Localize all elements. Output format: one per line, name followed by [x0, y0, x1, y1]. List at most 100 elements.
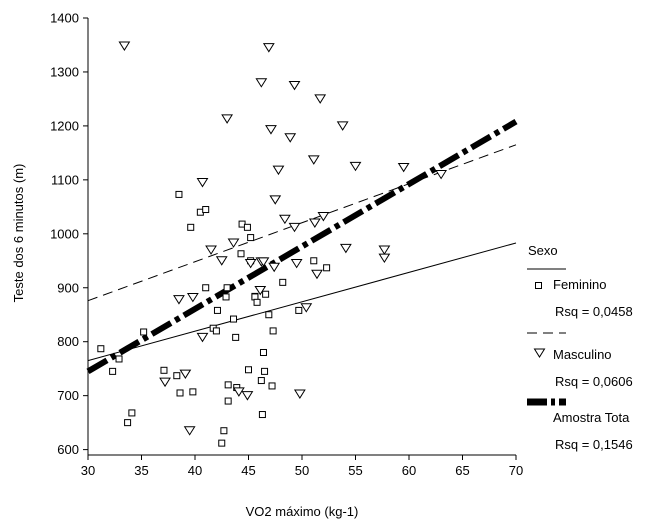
point-feminino: [187, 223, 195, 231]
point-feminino: [279, 278, 287, 286]
legend: Sexo Feminino Rsq = 0,0458 Masculino Rsq…: [527, 243, 633, 452]
point-feminino: [128, 409, 136, 417]
x-tick-label: 30: [81, 463, 95, 478]
legend-label-amostra-total: Amostra Tota: [553, 410, 630, 425]
y-tick-label: 1400: [50, 11, 79, 26]
point-masculino: [378, 245, 391, 255]
point-feminino: [202, 284, 210, 292]
x-ticks: 30 35 40 45 50 55 60 65 70: [81, 455, 523, 478]
point-feminino: [175, 190, 183, 198]
y-ticks: 600 700 800 900 1000 1100 1200 1300 1400: [50, 11, 88, 457]
point-feminino: [295, 306, 303, 314]
point-masculino: [268, 262, 281, 273]
point-masculino: [272, 165, 285, 176]
point-masculino: [435, 169, 448, 180]
legend-rsq-amostra-total: Rsq = 0,1546: [555, 437, 633, 452]
point-feminino: [253, 298, 261, 306]
point-feminino: [230, 315, 238, 323]
point-feminino: [265, 311, 273, 319]
point-feminino: [218, 439, 226, 447]
point-feminino: [323, 264, 331, 272]
legend-marker-feminino: [535, 282, 542, 289]
legend-label-masculino: Masculino: [553, 347, 612, 362]
legend-rsq-masculino: Rsq = 0,0606: [555, 374, 633, 389]
point-masculino: [288, 222, 301, 233]
point-masculino: [336, 121, 349, 131]
point-masculino: [241, 391, 254, 401]
point-masculino: [269, 195, 282, 205]
point-feminino: [173, 372, 181, 380]
point-feminino: [259, 348, 267, 356]
point-feminino: [232, 333, 240, 341]
fit-line-feminino: [87, 242, 517, 362]
point-masculino: [118, 41, 131, 51]
fit-line-amostra-tota: [86, 118, 518, 374]
point-feminino: [212, 327, 220, 335]
point-masculino: [159, 377, 171, 388]
x-tick-label: 35: [134, 463, 148, 478]
x-tick-label: 70: [509, 463, 523, 478]
point-masculino: [196, 332, 209, 343]
data-points: [97, 41, 448, 447]
point-feminino: [213, 306, 221, 314]
fit-line-masculino: [87, 144, 517, 302]
legend-rsq-feminino: Rsq = 0,0458: [555, 304, 633, 319]
point-feminino: [224, 397, 232, 405]
point-masculino: [288, 80, 301, 91]
point-feminino: [189, 388, 197, 396]
point-feminino: [268, 382, 276, 390]
x-tick-label: 40: [188, 463, 202, 478]
y-tick-label: 700: [57, 388, 79, 403]
x-tick-label: 65: [455, 463, 469, 478]
x-tick-label: 45: [241, 463, 255, 478]
point-feminino: [140, 328, 148, 336]
point-feminino: [223, 284, 231, 292]
point-masculino: [290, 258, 303, 269]
point-masculino: [300, 303, 313, 313]
point-feminino: [261, 367, 269, 375]
legend-title: Sexo: [528, 243, 558, 258]
point-masculino: [307, 155, 320, 165]
legend-label-feminino: Feminino: [553, 277, 606, 292]
point-masculino: [183, 426, 196, 436]
x-tick-label: 60: [402, 463, 416, 478]
point-masculino: [227, 238, 240, 248]
point-feminino: [97, 345, 105, 353]
point-masculino: [196, 178, 209, 188]
point-masculino: [311, 269, 323, 280]
point-masculino: [308, 218, 321, 228]
point-feminino: [247, 234, 255, 242]
point-masculino: [265, 125, 277, 135]
point-feminino: [269, 327, 277, 335]
point-masculino: [255, 78, 268, 88]
point-feminino: [237, 250, 245, 258]
point-masculino: [257, 257, 270, 267]
point-masculino: [186, 292, 199, 303]
point-masculino: [179, 369, 192, 380]
point-feminino: [220, 427, 228, 435]
point-masculino: [254, 285, 267, 296]
point-feminino: [224, 381, 232, 389]
point-feminino: [222, 293, 230, 301]
legend-marker-masculino: [533, 348, 546, 358]
point-feminino: [257, 377, 265, 385]
point-masculino: [215, 256, 228, 266]
point-masculino: [349, 161, 362, 172]
point-masculino: [339, 243, 352, 254]
point-masculino: [278, 214, 291, 225]
point-masculino: [262, 43, 275, 53]
point-masculino: [378, 253, 391, 264]
point-feminino: [115, 355, 123, 363]
y-tick-label: 800: [57, 334, 79, 349]
point-feminino: [109, 367, 117, 375]
x-axis-label: VO2 máximo (kg-1): [246, 504, 359, 519]
point-masculino: [244, 258, 257, 269]
point-feminino: [310, 257, 318, 265]
y-axis-label: Teste dos 6 minutos (m): [11, 164, 26, 303]
y-tick-label: 1300: [50, 64, 79, 79]
point-feminino: [262, 290, 270, 298]
point-masculino: [205, 245, 217, 255]
point-masculino: [221, 114, 234, 124]
y-tick-label: 1000: [50, 226, 79, 241]
